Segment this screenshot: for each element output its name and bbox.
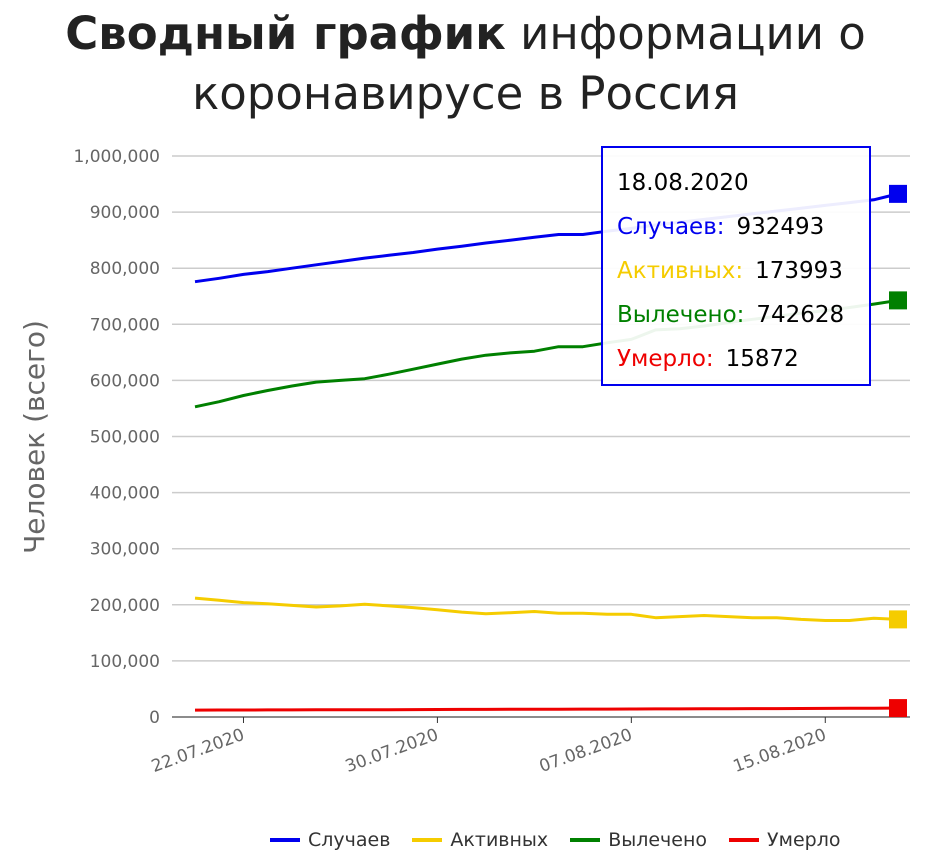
tooltip-row-label: Умерло:: [617, 346, 714, 372]
hover-tooltip: 18.08.2020 Случаев: 932493 Активных: 173993…: [601, 146, 871, 386]
series-line: [194, 706, 899, 712]
chart-title-bold: Сводный график: [65, 7, 506, 60]
legend-label: Умерло: [767, 829, 841, 851]
tooltip-row-value: 15872: [725, 346, 799, 372]
legend-swatch: [729, 838, 760, 842]
legend-swatch: [570, 838, 601, 842]
series-line: [194, 596, 899, 622]
y-tick-label: 300,000: [90, 540, 160, 560]
series-end-marker[interactable]: [889, 184, 907, 203]
y-axis-ticks: 0 100,000 200,000 300,000 400,000 500,000 600,…: [73, 147, 160, 728]
legend-item[interactable]: Вылечено: [570, 829, 707, 851]
legend-swatch: [412, 838, 443, 842]
tooltip-row-value: 173993: [755, 258, 843, 284]
chart-title-rest: информации о коронавирусе в Россия: [192, 7, 866, 120]
tooltip-row: Активных: 173993: [617, 254, 869, 298]
legend-label: Активных: [450, 829, 549, 851]
x-axis-ticks: 22.07.2020 30.07.2020 07.08.2020 15.08.2020: [149, 716, 910, 777]
y-tick-label: 800,000: [90, 259, 160, 279]
tooltip-row: Случаев: 932493: [617, 210, 869, 254]
series-end-marker[interactable]: [889, 699, 907, 718]
y-tick-label: 600,000: [90, 371, 160, 391]
y-tick-label: 400,000: [90, 484, 160, 504]
y-tick-label: 0: [149, 708, 160, 728]
tooltip-date: 18.08.2020: [617, 170, 749, 196]
x-tick-label: 07.08.2020: [537, 725, 635, 777]
y-tick-label: 500,000: [90, 428, 160, 448]
legend-item[interactable]: Активных: [412, 829, 548, 851]
chart-legend: Случаев Активных Вылечено Умерло: [270, 826, 840, 854]
series-end-marker[interactable]: [889, 291, 907, 310]
legend-item[interactable]: Умерло: [729, 829, 840, 851]
legend-label: Вылечено: [608, 829, 708, 851]
y-tick-label: 900,000: [90, 203, 160, 223]
series-end-marker[interactable]: [889, 610, 907, 629]
y-axis-label: Человек (всего): [18, 320, 51, 554]
x-tick-label: 15.08.2020: [731, 725, 829, 777]
y-tick-label: 100,000: [90, 652, 160, 672]
x-tick-label: 22.07.2020: [149, 725, 247, 777]
x-tick-label: 30.07.2020: [343, 725, 441, 777]
y-tick-label: 200,000: [90, 596, 160, 616]
legend-swatch: [270, 838, 300, 842]
y-tick-label: 1,000,000: [73, 147, 160, 167]
tooltip-row-label: Активных:: [617, 258, 744, 284]
tooltip-row-label: Случаев:: [617, 214, 725, 240]
tooltip-row: Умерло: 15872: [617, 342, 869, 386]
legend-item[interactable]: Случаев: [270, 829, 390, 851]
tooltip-row-value: 932493: [736, 214, 825, 240]
y-tick-label: 700,000: [90, 315, 160, 335]
tooltip-row: Вылечено: 742628: [617, 298, 869, 342]
tooltip-row-label: Вылечено:: [617, 302, 745, 328]
chart-title: Сводный график информации о коронавирусе…: [0, 4, 931, 124]
tooltip-row-value: 742628: [756, 302, 845, 328]
legend-label: Случаев: [308, 829, 391, 851]
